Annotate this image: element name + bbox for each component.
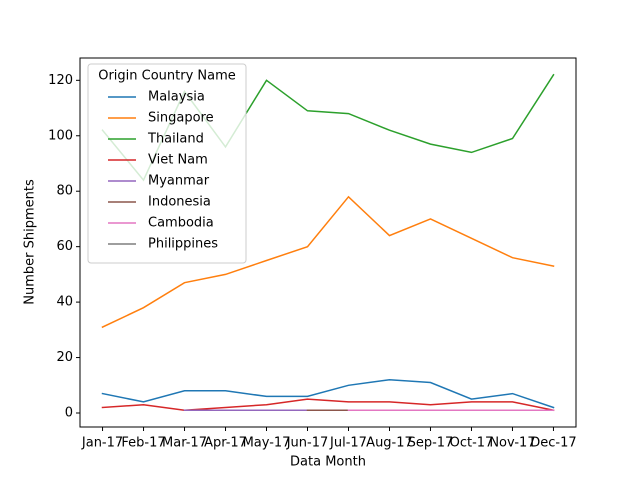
x-tick-label: Dec-17 (530, 436, 576, 451)
plot-frame (79, 57, 577, 428)
legend-label: Singapore (148, 111, 214, 126)
x-tick-label: Nov-17 (489, 436, 535, 451)
x-tick-label: Feb-17 (121, 436, 165, 451)
x-tick-label: Sep-17 (408, 436, 454, 451)
y-tick-label: 20 (56, 350, 73, 365)
series-line (101, 378, 555, 409)
x-tick-label: Jan-17 (81, 436, 123, 451)
x-tick-label: Jul-17 (329, 436, 367, 451)
legend-title: Origin Country Name (98, 69, 236, 84)
x-tick-label: Jun-17 (286, 436, 329, 451)
x-tick-label: Mar-17 (162, 436, 207, 451)
x-tick-label: Apr-17 (204, 436, 247, 451)
legend-label: Philippines (148, 237, 218, 252)
y-tick-label: 100 (48, 128, 73, 143)
y-tick-label: 60 (56, 239, 73, 254)
y-tick-label: 120 (48, 73, 73, 88)
series-line (101, 195, 555, 329)
legend-box (87, 63, 247, 264)
x-tick-label: Oct-17 (450, 436, 494, 451)
x-axis-label: Data Month (290, 455, 366, 470)
legend-label: Viet Nam (148, 153, 208, 168)
series-line (101, 398, 555, 412)
x-tick-label: Aug-17 (366, 436, 413, 451)
y-axis-label: Number Shipments (23, 179, 38, 305)
legend-label: Thailand (147, 132, 204, 147)
y-tick-label: 0 (65, 405, 73, 420)
y-tick-label: 40 (56, 295, 73, 310)
legend-label: Malaysia (148, 90, 205, 105)
legend-label: Myanmar (148, 174, 210, 189)
legend-label: Indonesia (148, 195, 211, 210)
x-tick-label: May-17 (243, 436, 291, 451)
legend-label: Cambodia (148, 216, 214, 231)
y-tick-label: 80 (56, 184, 73, 199)
